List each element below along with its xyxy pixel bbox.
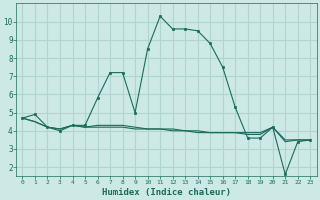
X-axis label: Humidex (Indice chaleur): Humidex (Indice chaleur) — [102, 188, 231, 197]
